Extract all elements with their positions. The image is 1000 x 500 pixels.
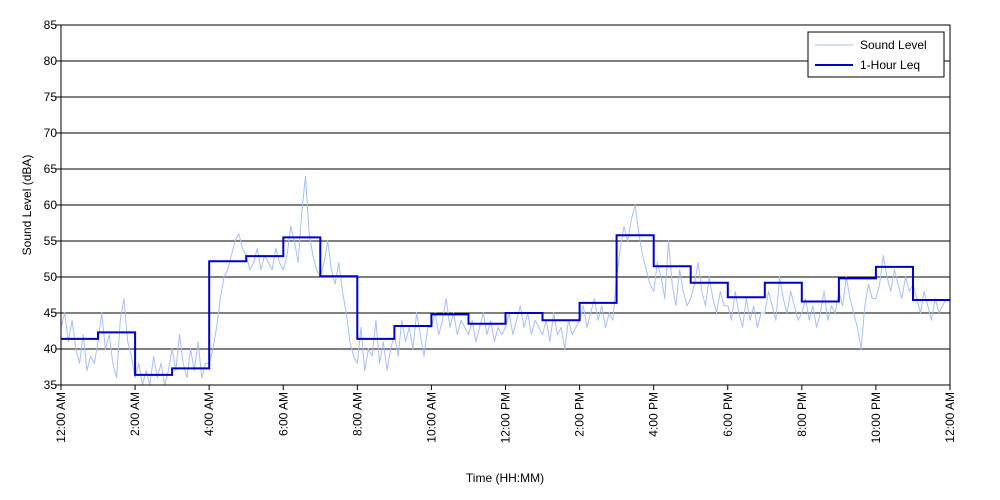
x-tick-label: 6:00 PM xyxy=(721,392,735,437)
x-tick-label: 2:00 PM xyxy=(573,392,587,437)
y-tick-label: 80 xyxy=(44,54,58,68)
leq-step-line xyxy=(61,234,950,376)
y-tick-label: 55 xyxy=(44,234,58,248)
y-axis-ticks: 35 40 45 50 55 60 65 70 75 80 85 xyxy=(44,18,61,392)
x-tick-label: 4:00 PM xyxy=(647,392,661,437)
y-tick-label: 70 xyxy=(44,126,58,140)
x-tick-label: 10:00 AM xyxy=(424,392,438,443)
y-tick-label: 85 xyxy=(44,18,58,32)
x-tick-label: 2:00 AM xyxy=(128,392,142,436)
legend-label-sound-level: Sound Level xyxy=(860,38,927,52)
x-tick-label: 10:00 PM xyxy=(869,392,883,443)
x-tick-label: 12:00 AM xyxy=(943,392,957,443)
x-tick-label: 8:00 PM xyxy=(795,392,809,437)
y-tick-label: 50 xyxy=(44,270,58,284)
y-tick-label: 40 xyxy=(44,342,58,356)
y-tick-label: 35 xyxy=(44,378,58,392)
x-tick-label: 6:00 AM xyxy=(276,392,290,436)
x-axis-title: Time (HH:MM) xyxy=(466,471,544,485)
x-tick-label: 12:00 PM xyxy=(499,392,513,443)
x-axis-ticks: 12:00 AM 2:00 AM 4:00 AM 6:00 AM 8:00 AM 10:0… xyxy=(54,385,957,443)
leq-series xyxy=(61,234,950,376)
legend-box xyxy=(807,31,945,78)
y-tick-label: 65 xyxy=(44,162,58,176)
y-axis-title: Sound Level (dBA) xyxy=(20,155,34,256)
x-tick-label: 8:00 AM xyxy=(350,392,364,436)
x-tick-label: 12:00 AM xyxy=(54,392,68,443)
legend-label-leq: 1-Hour Leq xyxy=(860,58,920,72)
y-tick-label: 60 xyxy=(44,198,58,212)
x-tick-label: 4:00 AM xyxy=(202,392,216,436)
legend: Sound Level 1-Hour Leq xyxy=(807,31,945,78)
y-tick-label: 45 xyxy=(44,306,58,320)
y-tick-label: 75 xyxy=(44,90,58,104)
